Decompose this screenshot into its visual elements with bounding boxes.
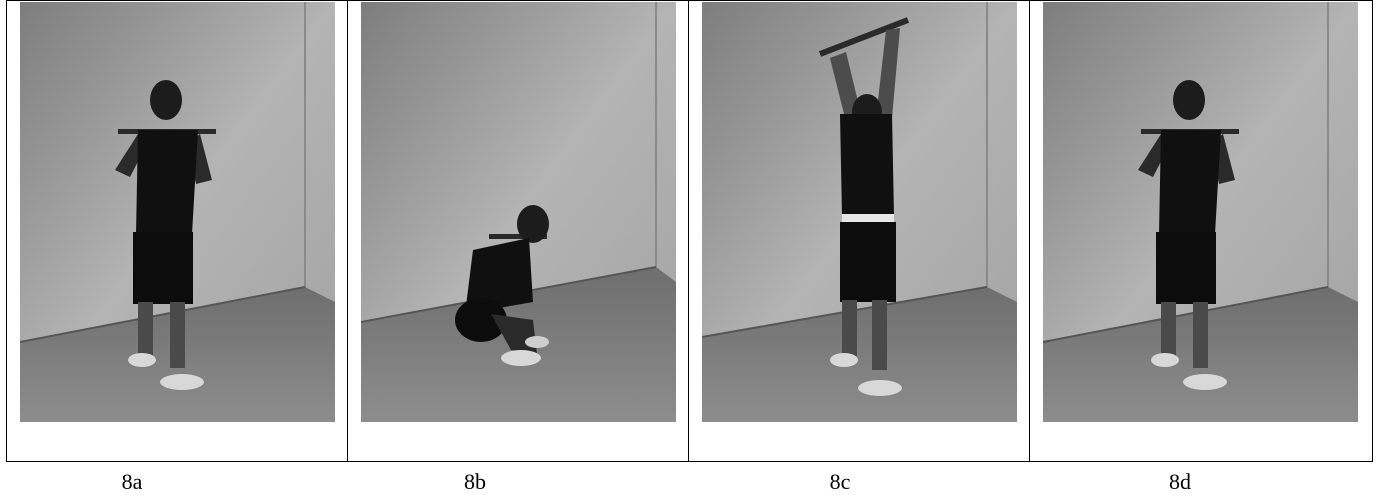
photo-8c [702, 2, 1017, 422]
person-standing-bar-on-shoulders-icon [1043, 2, 1358, 422]
person-standing-bar-overhead-icon [702, 2, 1017, 422]
caption-8c: 8c [829, 469, 851, 494]
caption-8d: 8d [1169, 469, 1191, 494]
person-squatting-bar-on-shoulders-icon [361, 2, 676, 422]
cell-divider [688, 0, 689, 462]
photo-8b [361, 2, 676, 422]
photo-8d [1043, 2, 1358, 422]
caption-8b: 8b [464, 469, 486, 494]
caption-8a: 8a [121, 469, 143, 494]
cell-divider [1029, 0, 1030, 462]
cell-divider [347, 0, 348, 462]
figure-table [6, 0, 1373, 462]
photo-8a [20, 2, 335, 422]
person-standing-bar-on-shoulders-icon [20, 2, 335, 422]
